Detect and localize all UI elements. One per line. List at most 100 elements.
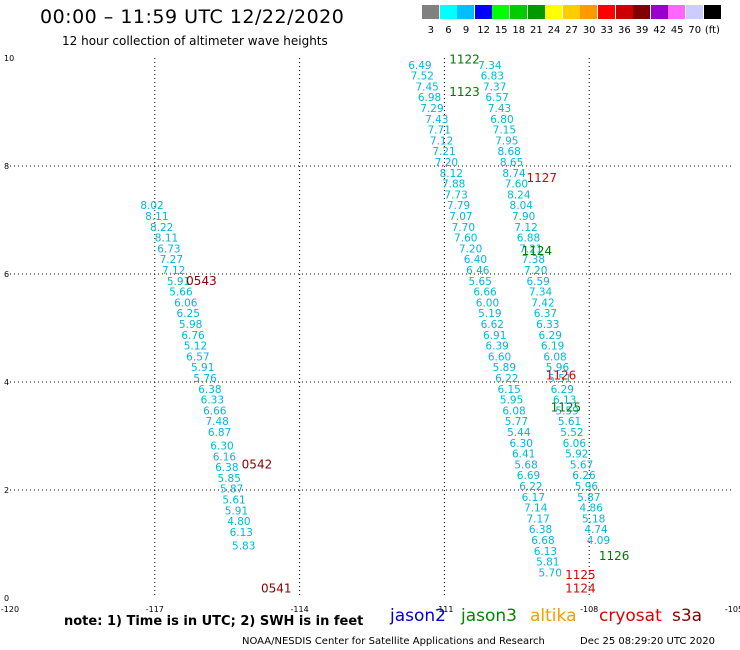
swh-value-label: 8.65	[500, 157, 523, 169]
swh-value-label: 5.81	[536, 557, 559, 569]
scale-label: 15	[494, 25, 508, 36]
swh-value-label: 7.29	[420, 103, 443, 115]
swh-value-label: 5.65	[469, 276, 492, 288]
swh-value-label: 6.15	[497, 384, 520, 396]
scale-label: 30	[582, 25, 596, 36]
swh-value-label: 6.13	[534, 546, 557, 558]
swh-value-label: 6.13	[553, 395, 576, 407]
swh-value-label: 5.12	[184, 341, 207, 353]
swh-value-label: 6.40	[464, 254, 487, 266]
track-time-label: 1124	[565, 582, 596, 596]
swh-value-label: 6.80	[490, 114, 513, 126]
swh-value-label: 6.25	[177, 308, 200, 320]
x-tick-label: -111	[435, 605, 453, 614]
scale-swatch	[633, 5, 651, 19]
swh-value-label: 8.11	[145, 211, 168, 223]
track-time-label: 1126	[599, 549, 630, 563]
swh-value-label: 8.22	[150, 222, 173, 234]
legend-s3a: s3a	[672, 606, 703, 626]
swh-value-label: 8.74	[502, 168, 526, 180]
swh-value-label: 5.92	[565, 449, 588, 461]
swh-value-label: 8.12	[440, 168, 463, 180]
swh-value-label: 6.66	[473, 287, 497, 299]
scale-swatch	[439, 5, 457, 19]
swh-value-label: 7.37	[483, 81, 506, 93]
scale-swatch	[598, 5, 615, 19]
swh-value-label: 6.38	[215, 462, 238, 474]
scale-label: 42	[653, 25, 666, 36]
swh-value-label: 4.74	[584, 524, 608, 536]
track-time-label: 1125	[551, 401, 582, 415]
swh-value-label: 6.30	[510, 438, 533, 450]
swh-value-label: 6.88	[517, 233, 540, 245]
swh-value-label: 5.61	[558, 416, 581, 428]
track-time-label: 1122	[449, 52, 480, 66]
swh-value-label: 7.90	[512, 211, 535, 223]
swh-value-label: 5.51	[548, 373, 571, 385]
swh-value-label: 7.20	[524, 265, 547, 277]
swh-value-label: 7.12	[162, 265, 185, 277]
swh-value-label: 6.06	[563, 438, 587, 450]
scale-swatch	[650, 5, 668, 19]
y-tick-label: 6	[4, 270, 9, 279]
scale-swatch	[510, 5, 527, 19]
swh-value-label: 6.29	[539, 330, 562, 342]
swh-value-label: 6.37	[534, 308, 557, 320]
swh-value-label: 5.91	[191, 362, 214, 374]
chart-title: 00:00 – 11:59 UTC 12/22/2020	[40, 6, 345, 28]
x-tick-label: -105	[725, 605, 740, 614]
swh-value-label: 7.88	[442, 179, 465, 191]
swh-value-label: 6.00	[476, 297, 499, 309]
scale-label: 24	[547, 25, 561, 36]
swh-value-label: 5.87	[577, 492, 600, 504]
swh-value-label: 6.08	[502, 405, 525, 417]
swh-value-label: 4.80	[227, 516, 250, 528]
scale-swatch	[457, 5, 475, 19]
swh-value-label: 6.13	[230, 527, 253, 539]
swh-value-label: 8.11	[155, 233, 178, 245]
swh-value-label: 7.17	[526, 513, 549, 525]
swh-value-label: 6.60	[488, 351, 511, 363]
track-time-label: 0542	[242, 457, 273, 471]
swh-value-label: 6.59	[526, 276, 549, 288]
track-time-label: 1126	[546, 368, 577, 382]
scale-swatch	[562, 5, 580, 19]
swh-value-label: 6.22	[495, 373, 518, 385]
y-tick-label: 8	[4, 162, 9, 171]
y-tick-label: 0	[4, 594, 9, 603]
swh-value-label: 5.98	[179, 319, 202, 331]
swh-value-label: 7.48	[205, 416, 228, 428]
swh-value-label: 6.91	[483, 330, 506, 342]
swh-value-label: 6.83	[481, 71, 504, 83]
scale-label: 3	[427, 25, 434, 36]
swh-value-label: 7.27	[160, 254, 183, 266]
swh-value-label: 6.98	[418, 92, 441, 104]
credit-text: NOAA/NESDIS Center for Satellite Applica…	[242, 636, 545, 647]
swh-value-label: 4.09	[587, 535, 610, 547]
scale-swatch	[686, 5, 703, 19]
swh-value-label: 5.91	[167, 276, 190, 288]
x-tick-label: -114	[291, 605, 309, 614]
swh-value-label: 6.49	[408, 60, 431, 72]
scale-label: 21	[530, 25, 543, 36]
scale-label: 70	[688, 25, 702, 36]
swh-value-label: 6.06	[174, 297, 198, 309]
swh-value-label: 6.66	[203, 405, 227, 417]
swh-value-label: 5.52	[560, 427, 583, 439]
swh-value-label: 7.95	[495, 135, 518, 147]
swh-value-label: 6.68	[531, 535, 554, 547]
swh-value-label: 5.89	[493, 362, 516, 374]
swh-value-label: 6.17	[522, 492, 545, 504]
scale-swatch	[703, 5, 721, 19]
swh-value-label: 8.02	[140, 200, 163, 212]
swh-value-label: 7.43	[425, 114, 448, 126]
swh-value-label: 6.29	[551, 384, 574, 396]
legend-altika: altika	[530, 606, 577, 626]
swh-value-label: 8.24	[507, 189, 531, 201]
swh-value-label: 7.34	[478, 60, 502, 72]
swh-value-label: 7.20	[459, 243, 482, 255]
swh-value-label: 7.38	[522, 254, 545, 266]
swh-value-label: 7.34	[529, 287, 553, 299]
swh-value-label: 6.19	[541, 341, 564, 353]
